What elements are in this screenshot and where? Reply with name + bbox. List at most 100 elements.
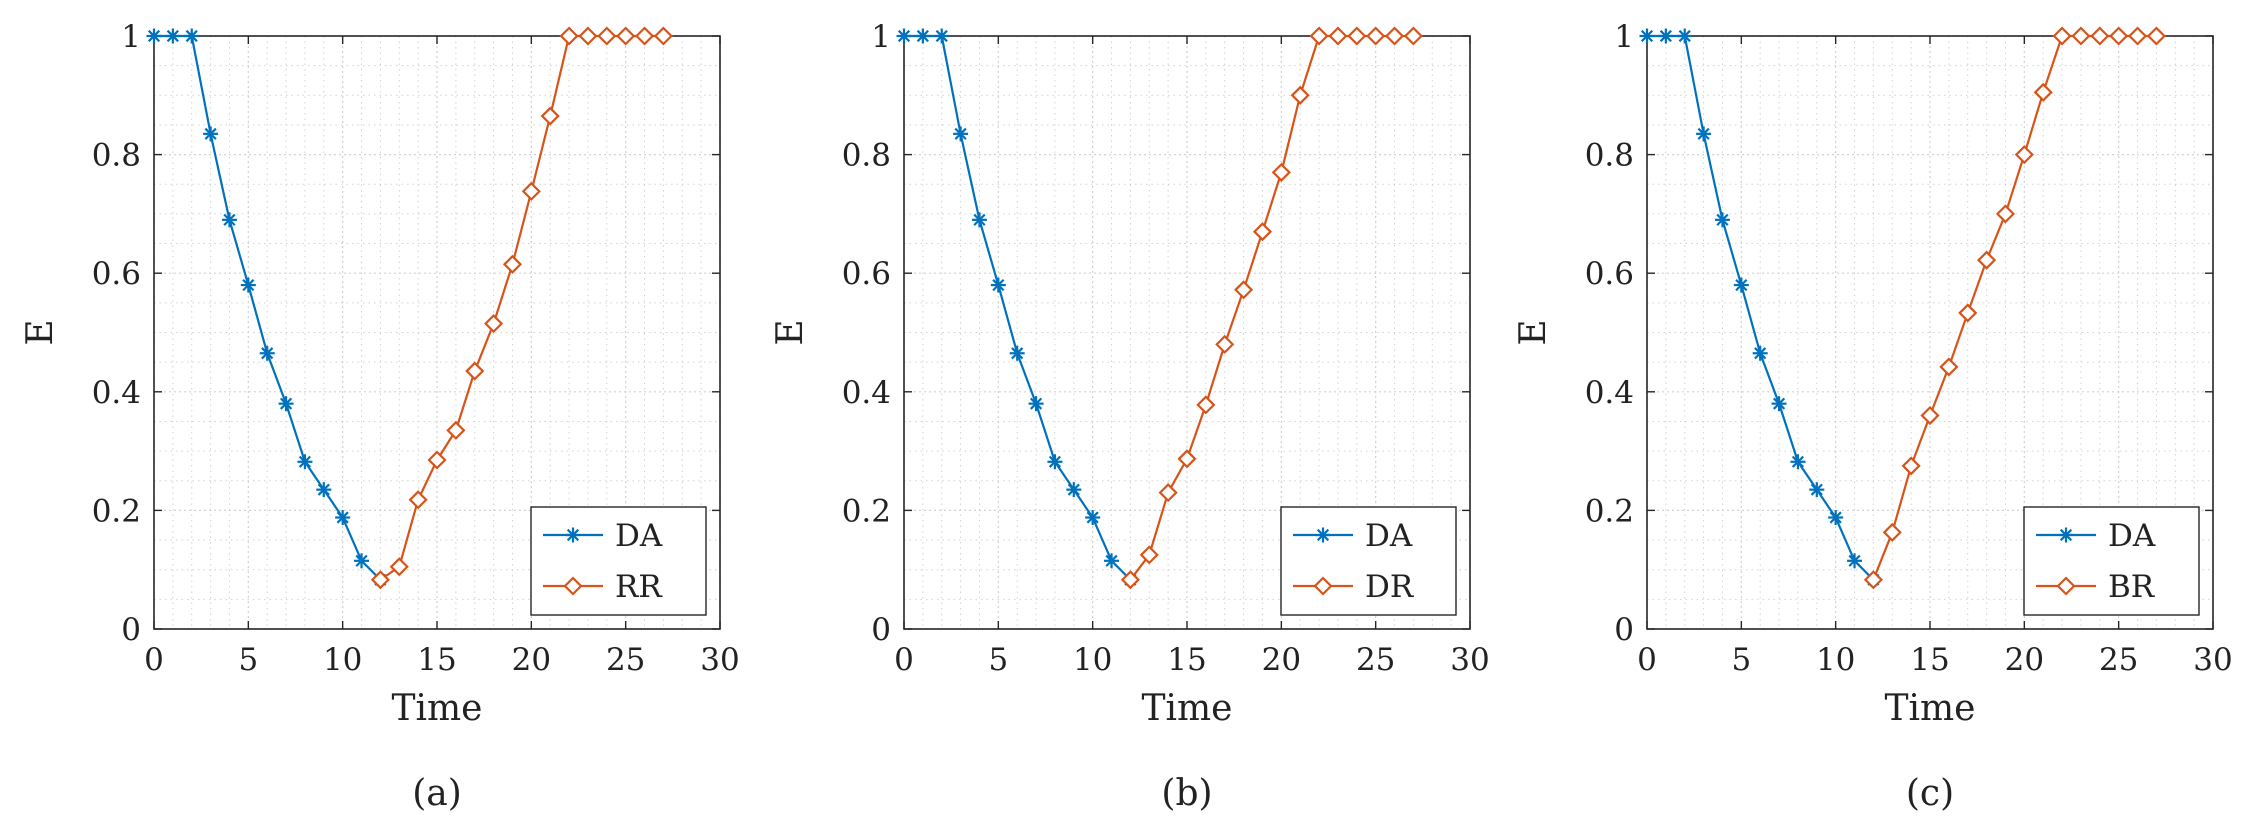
x-tick-label: 10 — [1816, 642, 1855, 678]
x-tick-label: 20 — [2005, 642, 2044, 678]
data-point — [316, 482, 332, 498]
y-tick-label: 1 — [871, 19, 891, 55]
data-point — [1639, 28, 1655, 44]
legend-entry-RR: RR — [543, 569, 663, 605]
x-tick-label: 25 — [606, 642, 645, 678]
x-tick-label: 20 — [1262, 642, 1301, 678]
data-point — [389, 557, 409, 577]
legend-label: DA — [2108, 518, 2156, 554]
y-axis-label: E — [1513, 319, 1554, 345]
data-point — [1177, 449, 1197, 469]
data-point — [259, 345, 275, 361]
data-point — [1658, 28, 1674, 44]
data-point — [1733, 277, 1749, 293]
data-point — [653, 26, 673, 46]
data-point — [990, 277, 1006, 293]
legend-label: RR — [615, 569, 663, 605]
x-tick-label: 15 — [1167, 642, 1206, 678]
data-point — [240, 277, 256, 293]
data-point — [1939, 357, 1959, 377]
data-point — [2090, 26, 2110, 46]
data-point — [297, 454, 313, 470]
y-tick-label: 0.2 — [92, 493, 141, 529]
x-tick-label: 15 — [417, 642, 456, 678]
data-point — [1252, 222, 1273, 242]
legend-label: DR — [1365, 569, 1415, 605]
series-RR — [370, 26, 673, 590]
legend-marker — [2056, 576, 2076, 596]
data-point — [354, 553, 370, 569]
x-tick-label: 5 — [1731, 642, 1751, 678]
data-point — [1790, 454, 1806, 470]
data-point — [1995, 204, 2016, 224]
data-point — [1028, 396, 1044, 412]
legend: DA RR — [530, 506, 707, 616]
y-tick-label: 0.6 — [842, 256, 891, 292]
legend-marker — [563, 576, 583, 596]
data-point — [2033, 82, 2053, 102]
data-point — [1309, 26, 1329, 46]
y-tick-label: 0.6 — [92, 256, 141, 292]
series-BR — [1863, 26, 2166, 590]
y-tick-label: 1 — [1614, 19, 1634, 55]
data-point — [1384, 26, 1405, 46]
x-tick-label: 25 — [2099, 642, 2138, 678]
legend: DA BR — [2023, 506, 2200, 616]
y-tick-label: 0.8 — [1585, 138, 1634, 174]
data-point — [953, 126, 969, 142]
data-point — [465, 361, 485, 381]
x-axis-label: Time — [1885, 688, 1976, 729]
data-point — [427, 450, 447, 470]
data-point — [1328, 26, 1348, 46]
data-point — [203, 126, 219, 142]
series-DR — [1120, 26, 1423, 590]
x-tick-label: 15 — [1910, 642, 1949, 678]
x-axis-label: Time — [1142, 688, 1233, 729]
data-point — [1366, 26, 1386, 46]
data-point — [578, 26, 598, 46]
legend-entry-DA: DA — [543, 518, 663, 554]
data-point — [1958, 303, 1978, 323]
x-tick-label: 30 — [2193, 642, 2232, 678]
legend-entry-DR: DR — [1293, 569, 1415, 605]
data-point — [1347, 26, 1367, 46]
data-point — [184, 28, 200, 44]
data-point — [370, 570, 390, 590]
data-point — [2071, 26, 2091, 46]
data-point — [1977, 250, 1997, 270]
x-tick-label: 0 — [1637, 642, 1657, 678]
data-point — [335, 510, 351, 526]
data-point — [896, 28, 912, 44]
data-point — [1290, 85, 1310, 105]
legend-box — [1280, 506, 1457, 616]
data-point — [2014, 145, 2034, 165]
data-point — [1809, 482, 1825, 498]
data-point — [2109, 26, 2129, 46]
y-tick-label: 0.2 — [842, 493, 891, 529]
data-point — [1271, 162, 1291, 182]
y-tick-label: 0.4 — [92, 375, 141, 411]
data-point — [1828, 510, 1844, 526]
data-point — [1215, 334, 1235, 354]
x-tick-label: 0 — [894, 642, 914, 678]
data-point — [934, 28, 950, 44]
data-point — [1863, 570, 1883, 590]
data-point — [1847, 553, 1863, 569]
x-tick-label: 30 — [700, 642, 739, 678]
data-point — [1403, 26, 1423, 46]
data-point — [146, 28, 162, 44]
data-point — [1158, 483, 1178, 503]
data-point — [521, 181, 541, 201]
data-point — [1677, 28, 1693, 44]
legend-marker — [1313, 576, 1333, 596]
panel-caption: (a) — [412, 773, 462, 814]
legend: DA DR — [1280, 506, 1457, 616]
y-tick-label: 0.8 — [842, 138, 891, 174]
y-tick-label: 0 — [1614, 612, 1634, 648]
data-point — [484, 314, 504, 334]
data-point — [1714, 212, 1730, 228]
panel-caption: (b) — [1161, 773, 1212, 814]
data-point — [2052, 26, 2072, 46]
legend-label: BR — [2108, 569, 2156, 605]
